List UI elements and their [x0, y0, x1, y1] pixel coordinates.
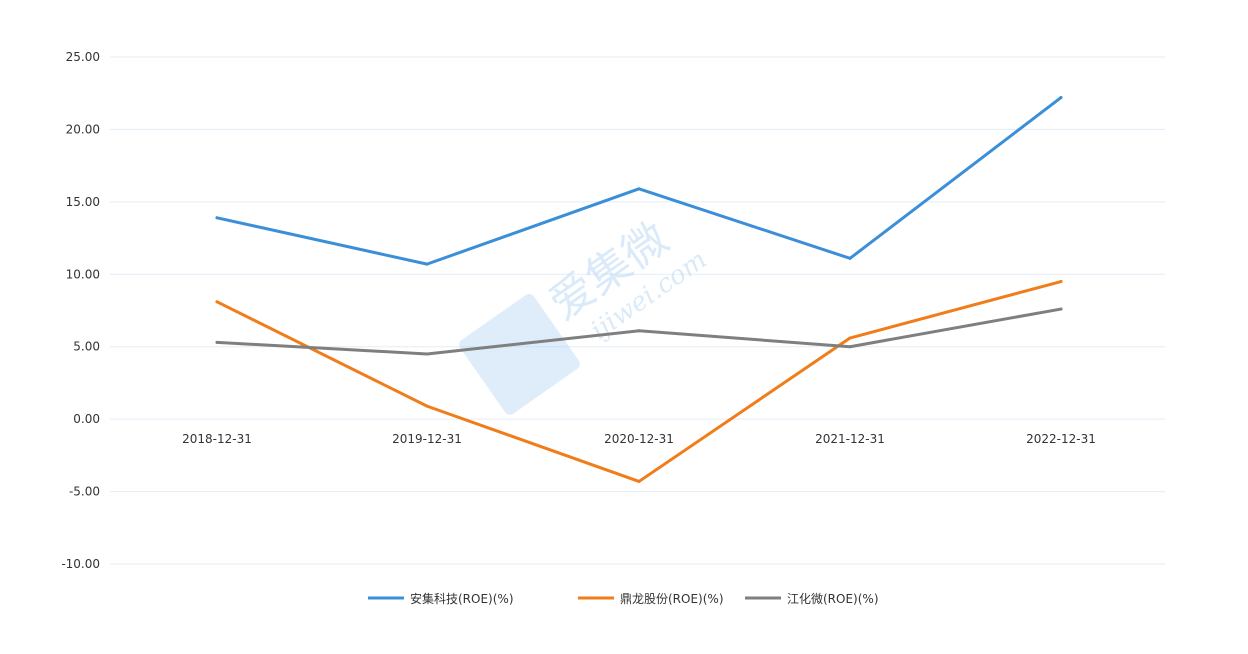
legend-item[interactable]: 江化微(ROE)(%) [745, 592, 879, 606]
data-point [425, 404, 429, 408]
data-point [637, 187, 641, 191]
data-point [425, 262, 429, 266]
y-axis: 25.00 20.00 15.00 10.00 5.00 0.00 -5.00 -10.00 [61, 50, 100, 571]
legend: 安集科技(ROE)(%) 鼎龙股份(ROE)(%) 江化微(ROE)(%) [368, 591, 879, 606]
data-point [1059, 307, 1063, 311]
data-point [848, 256, 852, 260]
series-3 [215, 307, 1063, 356]
data-point [637, 329, 641, 333]
watermark-logo-icon [459, 294, 580, 415]
data-point [848, 345, 852, 349]
data-point [425, 352, 429, 356]
series-1 [215, 96, 1063, 266]
legend-item[interactable]: 安集科技(ROE)(%) [368, 591, 514, 606]
legend-label: 安集科技(ROE)(%) [410, 591, 514, 606]
legend-item[interactable]: 鼎龙股份(ROE)(%) [578, 592, 724, 606]
x-tick-label: 2021-12-31 [815, 432, 885, 446]
data-point [1059, 280, 1063, 284]
data-point [848, 336, 852, 340]
x-tick-label: 2018-12-31 [182, 432, 252, 446]
data-point [637, 479, 641, 483]
y-tick-label: -5.00 [69, 485, 100, 499]
legend-label: 鼎龙股份(ROE)(%) [620, 592, 724, 606]
data-point [215, 300, 219, 304]
y-tick-label: 0.00 [73, 412, 100, 426]
data-point [215, 216, 219, 220]
y-tick-label: -10.00 [61, 557, 100, 571]
y-tick-label: 5.00 [73, 340, 100, 354]
data-point [1059, 96, 1063, 100]
y-tick-label: 15.00 [66, 195, 100, 209]
series-2 [215, 280, 1063, 483]
watermark: 爱集微 ijiwei.com [459, 213, 712, 415]
y-tick-label: 10.00 [66, 267, 100, 281]
y-tick-label: 20.00 [66, 122, 100, 136]
x-tick-label: 2019-12-31 [392, 432, 462, 446]
y-tick-label: 25.00 [66, 50, 100, 64]
x-axis: 2018-12-31 2019-12-31 2020-12-31 2021-12-31… [182, 432, 1096, 446]
x-tick-label: 2022-12-31 [1026, 432, 1096, 446]
x-tick-label: 2020-12-31 [604, 432, 674, 446]
series-lines [215, 96, 1063, 483]
legend-label: 江化微(ROE)(%) [787, 592, 879, 606]
data-point [215, 340, 219, 344]
